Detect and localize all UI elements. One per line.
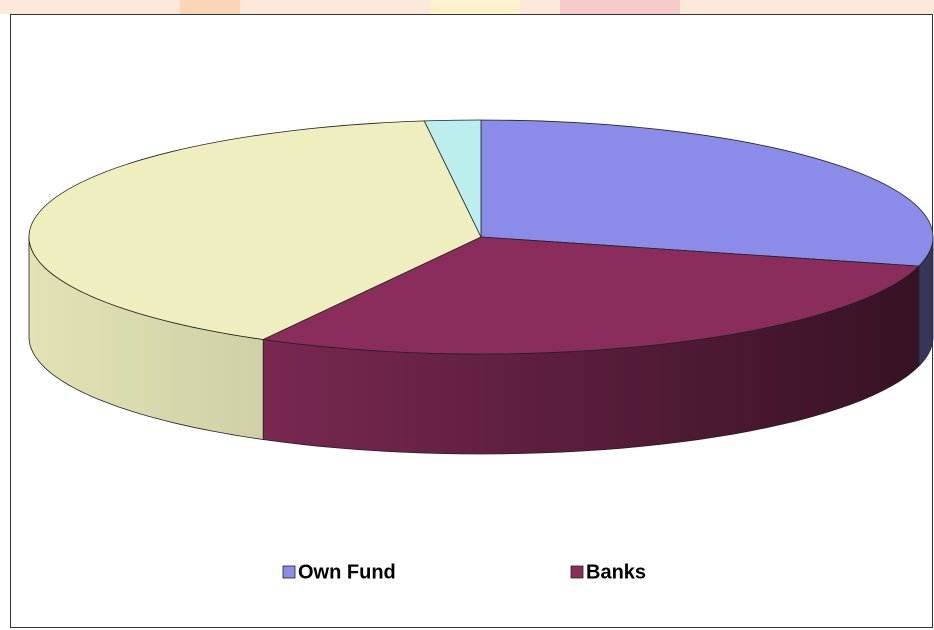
top-band-accent xyxy=(560,0,680,14)
top-band-accent xyxy=(430,0,520,14)
legend-label: Banks xyxy=(586,561,646,583)
slice xyxy=(28,120,482,340)
legend-swatch xyxy=(570,565,584,579)
slice xyxy=(480,119,934,267)
slice xyxy=(261,236,920,355)
pie xyxy=(28,119,934,455)
legend-swatch xyxy=(282,565,296,579)
top-band-accent xyxy=(180,0,240,14)
slice xyxy=(423,119,482,238)
legend-label: Own Fund xyxy=(298,561,396,583)
legend: Own Fund Banks xyxy=(282,561,646,583)
